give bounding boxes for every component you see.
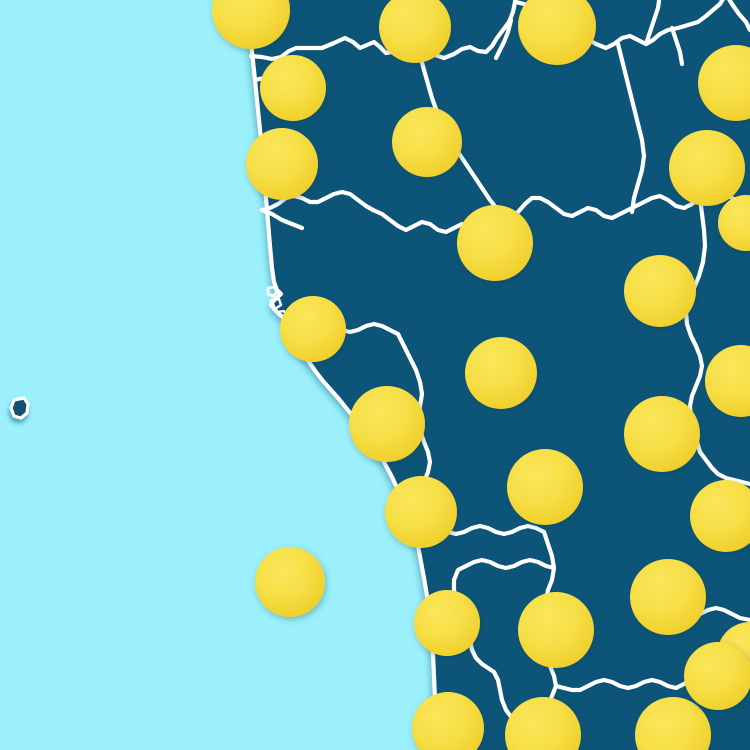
boundary-spur-6 [669, 25, 685, 67]
boundary-spur-2 [259, 207, 305, 231]
map-marker-bubble[interactable] [457, 205, 533, 281]
island-shape [9, 396, 30, 420]
map-marker-bubble[interactable] [414, 590, 480, 656]
map-marker-bubble[interactable] [705, 345, 750, 417]
boundary-coastline [244, 0, 439, 750]
boundary-inlet-detail [266, 285, 279, 298]
boundary-mid-1 [370, 189, 750, 236]
map-marker-bubble[interactable] [505, 697, 581, 750]
map-marker-bubble[interactable] [518, 0, 596, 65]
map-marker-bubble[interactable] [349, 386, 425, 462]
boundary-mid-vertical-2 [615, 41, 647, 215]
map-marker-bubble[interactable] [624, 396, 700, 472]
map-marker-bubble[interactable] [718, 195, 750, 251]
map-marker-bubble[interactable] [412, 692, 484, 750]
boundary-spur-5 [643, 0, 662, 47]
map-marker-bubble[interactable] [624, 255, 696, 327]
boundary-mid-4 [429, 521, 547, 537]
map-marker-bubble[interactable] [465, 337, 537, 409]
map-marker-bubble[interactable] [246, 128, 318, 200]
map-marker-bubble[interactable] [698, 45, 750, 121]
map-marker-bubble[interactable] [630, 559, 706, 635]
boundary-right-1 [727, 0, 750, 33]
map-marker-bubble[interactable] [379, 0, 451, 63]
map-marker-bubble[interactable] [255, 547, 325, 617]
map-marker-bubble[interactable] [684, 642, 750, 710]
map-marker-bubble[interactable] [690, 480, 750, 552]
map-marker-bubble[interactable] [392, 107, 462, 177]
markers-layer[interactable] [212, 0, 750, 750]
map-marker-bubble[interactable] [518, 592, 594, 668]
map-marker-bubble[interactable] [635, 697, 711, 750]
boundary-inlet-detail-2 [268, 297, 283, 311]
map-marker-bubble[interactable] [280, 296, 346, 362]
map-marker-bubble[interactable] [385, 476, 457, 548]
boundary-spur-4 [493, 17, 514, 61]
map-marker-bubble[interactable] [212, 0, 290, 49]
map-marker-bubble[interactable] [260, 55, 326, 121]
boundary-lower-3 [697, 449, 750, 487]
map-marker-bubble[interactable] [507, 449, 583, 525]
map-marker-bubble[interactable] [669, 130, 745, 206]
boundary-mid-2 [259, 189, 376, 213]
